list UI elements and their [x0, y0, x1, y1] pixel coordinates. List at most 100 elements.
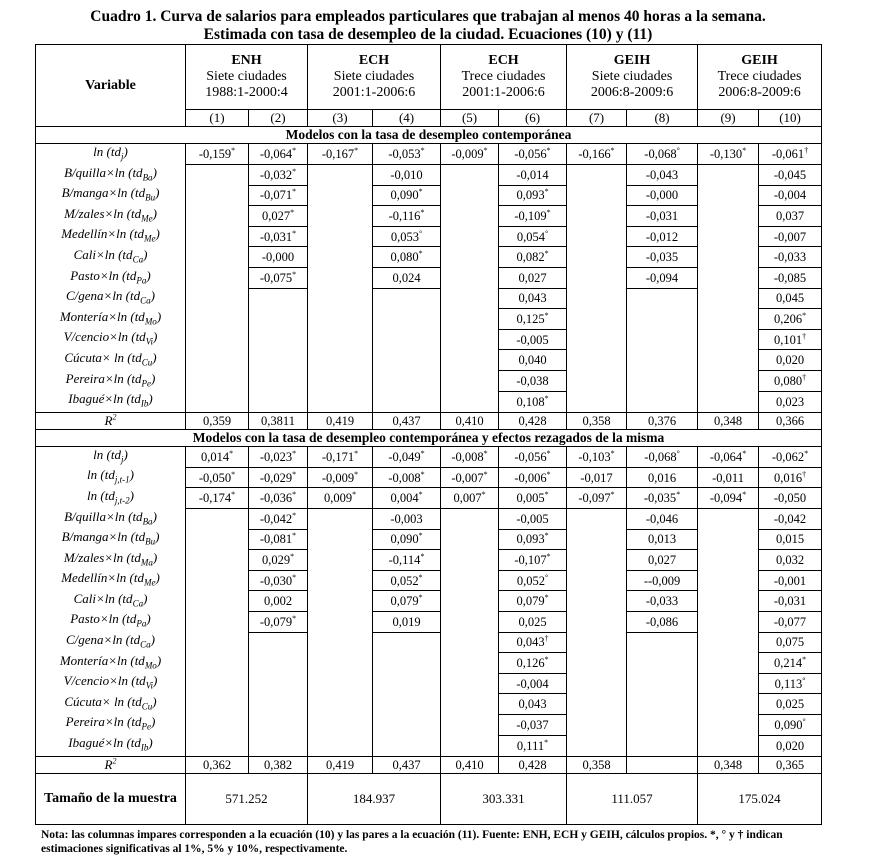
coefficient-cell: -0,000 — [247, 246, 309, 269]
coefficient-cell: 0,016† — [758, 466, 823, 489]
survey-cities: Siete ciudades — [591, 69, 673, 84]
coefficient-cell: -0,023* — [247, 445, 309, 468]
coefficient-cell: 0,020 — [758, 349, 823, 372]
coefficient-cell — [697, 693, 760, 715]
coefficient-value: -0,075 — [259, 270, 293, 285]
coefficient-value: 0,082 — [516, 250, 545, 265]
coefficient-value: -0,056 — [514, 449, 547, 464]
survey-period: 2006:8-2009:6 — [590, 85, 674, 100]
coefficient-value: 0,3811 — [261, 413, 295, 428]
coefficient-cell: 0,428 — [498, 755, 568, 774]
coefficient-cell — [247, 735, 309, 757]
variable-subscript: Pa — [136, 275, 147, 286]
coefficient-cell — [307, 308, 374, 330]
coefficient-value: -0,042 — [773, 511, 807, 526]
coefficient-cell: -0,010 — [372, 164, 442, 186]
coefficient-cell — [307, 652, 374, 674]
coefficient-value: -0,045 — [773, 167, 807, 182]
coefficient-cell: 0,090° — [758, 713, 823, 736]
significance-mark: * — [546, 469, 551, 479]
coefficient-cell — [185, 349, 249, 371]
variable-subscript: Ca — [132, 254, 144, 265]
coefficient-cell — [566, 391, 628, 413]
coefficient-cell — [626, 370, 699, 392]
coefficient-cell — [440, 349, 500, 371]
coefficient-cell — [247, 370, 309, 392]
coefficient-cell — [185, 570, 249, 591]
coefficient-cell — [185, 611, 249, 633]
coefficient-cell — [626, 308, 699, 330]
section-title: Modelos con la tasa de desempleo contemp… — [34, 126, 823, 144]
survey-period: 2001:1-2006:6 — [332, 85, 416, 100]
coefficient-value: -0,043 — [645, 167, 679, 182]
variable-subscript: Ca — [140, 295, 151, 306]
coefficient-cell: 0,348 — [697, 411, 760, 430]
variable-label: V/cencio×ln (tdVi) — [35, 329, 186, 350]
significance-mark: ° — [676, 448, 680, 458]
coefficient-cell: 0,027 — [498, 267, 568, 289]
coefficient-value: -0,086 — [645, 614, 679, 629]
variable-label: Cúcuta× ln (tdCu) — [35, 349, 186, 371]
significance-mark: * — [544, 654, 549, 664]
coefficient-cell: -0,014 — [498, 164, 568, 186]
table-row: ln (tdj) -0,159* -0,064* -0,167* -0,053* -0,0… — [35, 142, 823, 166]
coefficient-value: -0,094 — [709, 491, 743, 506]
coefficient-cell: 0,053° — [372, 225, 442, 248]
coefficient-cell — [307, 570, 374, 591]
coefficient-cell — [185, 185, 249, 206]
coefficient-cell: -0,031 — [626, 205, 699, 227]
coefficient-value: -0,004 — [516, 676, 549, 691]
coefficient-cell: -0,167* — [307, 142, 374, 166]
coefficient-cell: 0,348 — [697, 755, 760, 774]
coefficient-cell — [697, 508, 760, 530]
survey-period: 1988:1-2000:4 — [205, 85, 288, 100]
coefficient-cell: 0,040 — [498, 349, 568, 372]
coefficient-value: -0,064 — [259, 147, 293, 162]
coefficient-cell: 0,025 — [758, 693, 823, 715]
table-row: Cali×ln (tdCa) 0,002 0,079* 0,079* -0,033 -0,… — [35, 590, 823, 612]
coefficient-cell — [185, 267, 249, 289]
coefficient-cell: 0,366 — [758, 411, 823, 430]
coefficient-cell — [247, 329, 309, 350]
coefficient-cell — [185, 391, 249, 413]
coefficient-value: -0,174 — [198, 491, 232, 506]
significance-mark: * — [610, 448, 615, 458]
coefficient-value: 0,075 — [775, 635, 805, 650]
coefficient-cell — [626, 693, 699, 715]
variable-subscript: Me — [143, 577, 156, 588]
significance-mark: * — [231, 469, 236, 479]
coefficient-cell — [626, 755, 699, 774]
coefficient-cell — [372, 652, 442, 674]
coefficient-cell — [697, 673, 760, 694]
coefficient-value: -0,068 — [644, 449, 677, 464]
variable-label: Montería×ln (tdMo) — [35, 652, 186, 674]
significance-mark: ° — [676, 145, 680, 155]
coefficient-cell: -0,035 — [626, 246, 699, 269]
coefficient-cell — [185, 529, 249, 550]
survey-name: GEIH — [613, 53, 651, 68]
significance-mark: * — [544, 593, 549, 603]
coefficient-value: 0,016 — [773, 470, 803, 485]
coefficient-value: 0,382 — [263, 757, 293, 772]
variable-label: ln (tdj,t-1) — [35, 467, 186, 488]
coefficient-cell: 0,093* — [498, 184, 568, 207]
coefficient-cell — [697, 246, 760, 268]
coefficient-cell — [247, 349, 309, 371]
coefficient-cell: 0,362 — [185, 755, 249, 774]
coefficient-cell — [247, 673, 309, 694]
coefficient-value: 0,410 — [455, 413, 484, 428]
significance-mark: * — [352, 490, 357, 500]
variable-label: Medellín×ln (tdMe) — [35, 570, 186, 591]
table-row: Pasto×ln (tdPa) -0,079* 0,019 0,025 -0,086 -0… — [35, 610, 823, 633]
coefficient-cell — [440, 611, 500, 633]
coefficient-cell — [307, 185, 374, 206]
section-title: Modelos con la tasa de desempleo contemp… — [34, 428, 823, 447]
significance-mark: † — [804, 145, 809, 155]
coefficient-value: -0,071 — [259, 188, 293, 203]
variable-label: Montería×ln (tdMo) — [35, 308, 186, 330]
coefficient-cell — [566, 570, 628, 591]
coefficient-value: -0,012 — [645, 229, 679, 244]
coefficient-value: -0,085 — [773, 270, 807, 285]
coefficient-cell: -0,079* — [247, 610, 309, 633]
coefficient-value: -0,097 — [578, 491, 611, 506]
